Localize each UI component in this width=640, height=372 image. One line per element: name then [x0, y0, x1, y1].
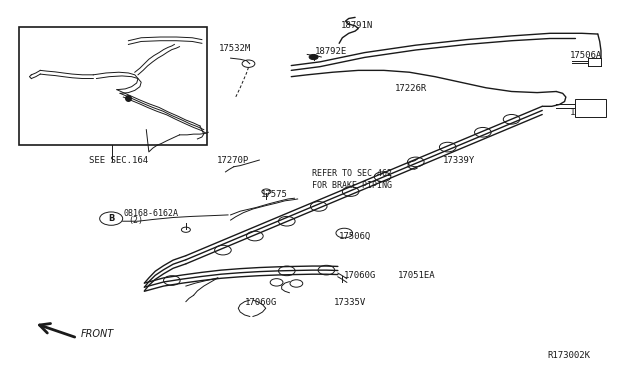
- Text: 17575: 17575: [261, 190, 288, 199]
- Text: 17506Q: 17506Q: [339, 231, 371, 241]
- Text: 17051EA: 17051EA: [398, 271, 436, 280]
- Text: R173002K: R173002K: [547, 351, 590, 360]
- Text: 17506A: 17506A: [570, 51, 603, 60]
- Text: 18792E: 18792E: [315, 47, 347, 56]
- Text: REFER TO SEC.462
FOR BRAKE PIPING: REFER TO SEC.462 FOR BRAKE PIPING: [312, 169, 392, 190]
- Text: B: B: [108, 214, 115, 223]
- Text: 17051E: 17051E: [570, 108, 603, 117]
- Text: 08168-6162A: 08168-6162A: [124, 209, 179, 218]
- Text: 18791N: 18791N: [340, 22, 372, 31]
- Text: 17335V: 17335V: [334, 298, 366, 307]
- Bar: [575, 99, 606, 117]
- Text: 17226R: 17226R: [396, 84, 428, 93]
- Text: FRONT: FRONT: [81, 328, 114, 339]
- Text: 17060G: 17060G: [244, 298, 277, 307]
- Text: SEE SEC.164: SEE SEC.164: [89, 156, 148, 165]
- Text: 17339Y: 17339Y: [443, 156, 475, 165]
- Text: 17532M: 17532M: [219, 44, 252, 52]
- Text: 17060G: 17060G: [344, 271, 376, 280]
- Circle shape: [309, 54, 318, 60]
- Text: (2): (2): [129, 216, 143, 225]
- Text: 17270P: 17270P: [216, 156, 249, 165]
- Bar: [19, 27, 207, 145]
